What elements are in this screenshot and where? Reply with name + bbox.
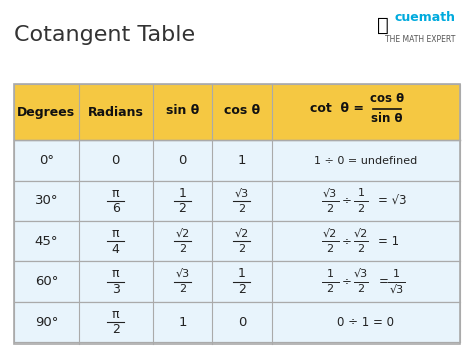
Text: 1: 1 [357, 188, 365, 198]
Text: 1: 1 [393, 269, 400, 279]
Text: cos θ: cos θ [370, 92, 404, 106]
Text: cot  θ =: cot θ = [310, 102, 365, 115]
FancyBboxPatch shape [14, 261, 460, 302]
FancyBboxPatch shape [14, 181, 460, 221]
Text: 2: 2 [327, 244, 334, 254]
Text: √3: √3 [235, 188, 249, 198]
Text: ÷: ÷ [342, 235, 352, 248]
Text: 60°: 60° [35, 275, 58, 288]
Text: =: = [379, 275, 389, 288]
FancyBboxPatch shape [14, 221, 460, 261]
Text: 1 ÷ 0 = undefined: 1 ÷ 0 = undefined [314, 155, 417, 166]
FancyBboxPatch shape [14, 302, 460, 342]
Text: π: π [112, 308, 119, 321]
Text: 1: 1 [327, 269, 334, 279]
Text: 1: 1 [238, 267, 246, 280]
Text: 1: 1 [237, 154, 246, 167]
Text: 90°: 90° [35, 316, 58, 329]
Text: 0: 0 [178, 154, 187, 167]
Text: 2: 2 [238, 204, 246, 214]
Text: 2: 2 [357, 244, 365, 254]
Text: 3: 3 [112, 283, 119, 296]
Text: sin θ: sin θ [371, 112, 403, 125]
Text: √3: √3 [354, 269, 368, 279]
Text: 2: 2 [179, 284, 186, 294]
Text: 2: 2 [327, 284, 334, 294]
Text: ÷: ÷ [342, 194, 352, 207]
Text: √2: √2 [235, 229, 249, 239]
Text: 1: 1 [179, 187, 186, 200]
Text: √3: √3 [175, 269, 190, 279]
Text: √2: √2 [323, 229, 337, 239]
Text: Degrees: Degrees [18, 106, 75, 119]
Text: 6: 6 [112, 202, 119, 215]
Text: π: π [112, 187, 119, 200]
Text: 2: 2 [327, 204, 334, 214]
Text: 0: 0 [238, 316, 246, 329]
Text: 0: 0 [111, 154, 120, 167]
Text: π: π [112, 227, 119, 240]
Text: 0°: 0° [39, 154, 54, 167]
Text: √3: √3 [323, 188, 337, 198]
Text: THE MATH EXPERT: THE MATH EXPERT [385, 35, 455, 44]
Text: Cotangent Table: Cotangent Table [14, 25, 195, 45]
Text: Radians: Radians [88, 106, 144, 119]
Text: = √3: = √3 [378, 194, 406, 207]
FancyBboxPatch shape [14, 84, 460, 140]
Text: ÷: ÷ [342, 275, 352, 288]
Text: √2: √2 [175, 229, 190, 239]
Text: 30°: 30° [35, 194, 58, 207]
Text: 2: 2 [357, 284, 365, 294]
Text: 0 ÷ 1 = 0: 0 ÷ 1 = 0 [337, 316, 394, 329]
Text: π: π [112, 267, 119, 280]
Text: 2: 2 [112, 323, 119, 336]
Text: 2: 2 [179, 244, 186, 254]
Text: 4: 4 [112, 243, 119, 256]
Text: √2: √2 [354, 229, 368, 239]
Text: cuemath: cuemath [394, 11, 455, 24]
Text: 2: 2 [357, 204, 365, 214]
Text: 2: 2 [179, 202, 186, 215]
Text: = 1: = 1 [378, 235, 399, 248]
Text: 45°: 45° [35, 235, 58, 248]
Text: 2: 2 [238, 244, 246, 254]
Text: 1: 1 [178, 316, 187, 329]
Text: sin θ: sin θ [166, 104, 199, 117]
Text: √3: √3 [390, 284, 403, 294]
FancyBboxPatch shape [14, 140, 460, 181]
Text: 2: 2 [238, 283, 246, 296]
Text: cos θ: cos θ [224, 104, 260, 117]
Text: 🚀: 🚀 [377, 16, 389, 35]
